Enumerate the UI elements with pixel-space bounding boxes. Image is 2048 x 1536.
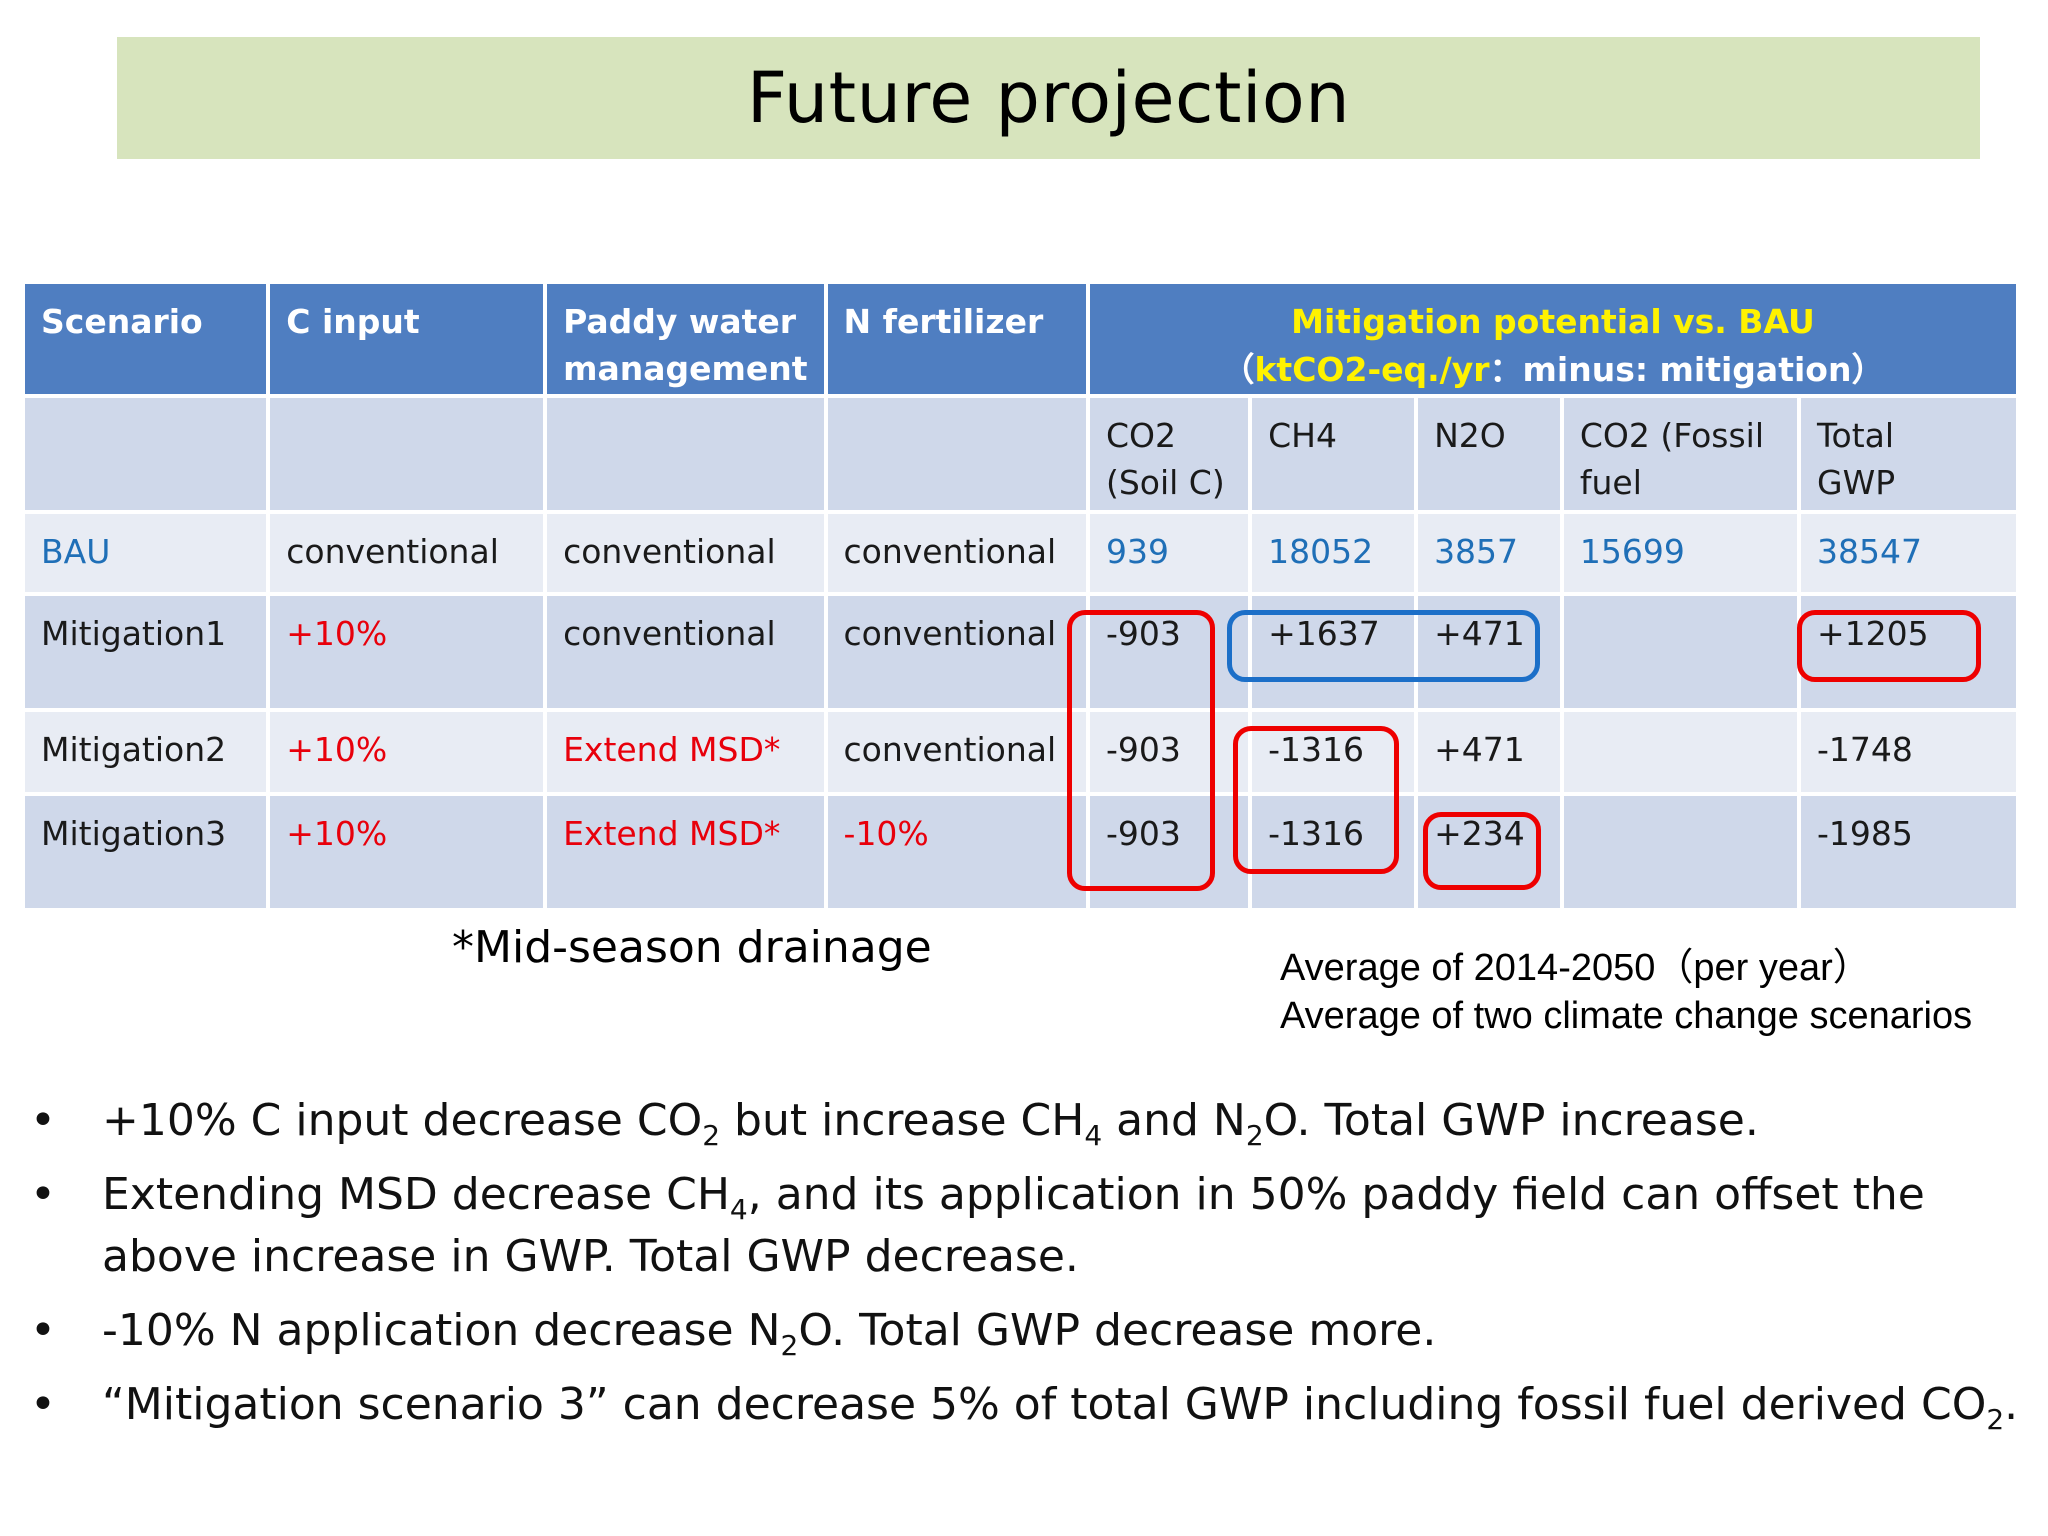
bullet-text: , and its application in 50% paddy field… <box>102 1169 1925 1282</box>
cell-co2: 939 <box>1089 514 1249 592</box>
cell-ch4: 18052 <box>1252 514 1415 592</box>
cell-n-fert: -10% <box>827 796 1086 908</box>
subscript: 4 <box>1084 1119 1103 1152</box>
bullet-text: . <box>2004 1379 2019 1430</box>
bullet-item: • Extending MSD decrease CH4, and its app… <box>30 1164 2020 1288</box>
cell-c-input: +10% <box>270 596 544 708</box>
bullet-text: “Mitigation scenario 3” can decrease 5% … <box>102 1379 1987 1430</box>
bullet-text: +10% C input decrease CO <box>102 1095 703 1146</box>
cell-c-input: conventional <box>270 514 544 592</box>
bullet-text: and N <box>1102 1095 1246 1146</box>
bullet-item: • +10% C input decrease CO2 but increase … <box>30 1090 2020 1152</box>
subheader-co2: CO2 (Soil C) <box>1089 398 1249 510</box>
cell-c-input: +10% <box>270 712 544 792</box>
average-note-line2: Average of two climate change scenarios <box>1280 995 1973 1037</box>
header-mitigation-rest: ：minus: mitigation） <box>1489 350 1885 389</box>
header-c-input: C input <box>270 284 544 394</box>
subheader-row: CO2 (Soil C) CH4 N2O CO2 (Fossil fuel Tota… <box>25 398 2016 510</box>
cell-n2o: +471 <box>1418 712 1560 792</box>
header-scenario: Scenario <box>25 284 267 394</box>
projection-table: Scenario C input Paddy water management N… <box>21 280 2020 912</box>
cell-n2o: +471 <box>1418 596 1560 708</box>
subheader-total-line1: Total <box>1817 416 1895 455</box>
cell-total: 38547 <box>1801 514 2016 592</box>
cell-scenario: BAU <box>25 514 267 592</box>
cell-fossil <box>1563 796 1797 908</box>
table-row-mitigation3: Mitigation3 +10% Extend MSD* -10% -903 -… <box>25 796 2016 908</box>
subheader-co2-line1: CO2 <box>1105 416 1176 455</box>
average-note: Average of 2014-2050（per year） Average o… <box>1280 944 1972 1040</box>
cell-fossil <box>1563 712 1797 792</box>
cell-ch4: -1316 <box>1252 712 1415 792</box>
cell-paddy: conventional <box>547 514 824 592</box>
page-title: Future projection <box>746 57 1351 139</box>
subheader-ch4: CH4 <box>1252 398 1415 510</box>
cell-n2o: +234 <box>1418 796 1560 908</box>
subheader-fossil-line2: fuel <box>1579 463 1642 502</box>
bullet-item: • “Mitigation scenario 3” can decrease 5%… <box>30 1374 2020 1436</box>
table-row-mitigation2: Mitigation2 +10% Extend MSD* conventiona… <box>25 712 2016 792</box>
cell-c-input: +10% <box>270 796 544 908</box>
footnote-msd: *Mid-season drainage <box>452 922 932 973</box>
average-note-line1: Average of 2014-2050（per year） <box>1280 947 1871 989</box>
cell-ch4: -1316 <box>1252 796 1415 908</box>
subheader-n2o: N2O <box>1418 398 1560 510</box>
header-mitigation-unit: ktCO2-eq./yr <box>1254 350 1490 389</box>
subheader-total-line2: GWP <box>1817 463 1896 502</box>
subscript: 2 <box>1986 1403 2005 1436</box>
subscript: 2 <box>702 1119 721 1152</box>
subheader-co2-line2: (Soil C) <box>1105 463 1225 502</box>
cell-n-fert: conventional <box>827 596 1086 708</box>
header-n-fertilizer: N fertilizer <box>827 284 1086 394</box>
header-row: Scenario C input Paddy water management N… <box>25 284 2016 394</box>
subscript: 2 <box>780 1329 799 1362</box>
table-row-mitigation1: Mitigation1 +10% conventional convention… <box>25 596 2016 708</box>
bullet-text: O. Total GWP decrease more. <box>798 1305 1437 1356</box>
cell-total: +1205 <box>1801 596 2016 708</box>
bullet-dot: • <box>30 1379 56 1430</box>
cell-fossil <box>1563 596 1797 708</box>
bullet-text: Extending MSD decrease CH <box>102 1169 730 1220</box>
cell-scenario: Mitigation3 <box>25 796 267 908</box>
cell-n-fert: conventional <box>827 712 1086 792</box>
bullet-dot: • <box>30 1095 56 1146</box>
cell-paddy: Extend MSD* <box>547 712 824 792</box>
cell-scenario: Mitigation2 <box>25 712 267 792</box>
cell-n-fert: conventional <box>827 514 1086 592</box>
header-mitigation-line1: Mitigation potential vs. BAU <box>1291 302 1815 341</box>
bullet-text: O. Total GWP increase. <box>1263 1095 1759 1146</box>
bullet-item: • -10% N application decrease N2O. Total … <box>30 1300 2020 1362</box>
bullet-dot: • <box>30 1169 56 1220</box>
cell-co2: -903 <box>1089 596 1249 708</box>
subheader-fossil-line1: CO2 (Fossil <box>1579 416 1764 455</box>
header-paddy: Paddy water management <box>547 284 824 394</box>
subscript: 2 <box>1245 1119 1264 1152</box>
header-paddy-line1: Paddy water <box>563 302 797 341</box>
header-paddy-line2: management <box>563 349 808 388</box>
cell-fossil: 15699 <box>1563 514 1797 592</box>
subheader-fossil: CO2 (Fossil fuel <box>1563 398 1797 510</box>
subscript: 4 <box>729 1193 748 1226</box>
bullet-dot: • <box>30 1305 56 1356</box>
bullet-text: but increase CH <box>720 1095 1085 1146</box>
cell-co2: -903 <box>1089 712 1249 792</box>
cell-paddy: Extend MSD* <box>547 796 824 908</box>
cell-co2: -903 <box>1089 796 1249 908</box>
subheader-total: Total GWP <box>1801 398 2016 510</box>
bullet-text: -10% N application decrease N <box>102 1305 781 1356</box>
cell-scenario: Mitigation1 <box>25 596 267 708</box>
header-mitigation-open: （ <box>1221 350 1255 389</box>
cell-ch4: +1637 <box>1252 596 1415 708</box>
cell-n2o: 3857 <box>1418 514 1560 592</box>
cell-total: -1985 <box>1801 796 2016 908</box>
table-row-bau: BAU conventional conventional convention… <box>25 514 2016 592</box>
header-mitigation: Mitigation potential vs. BAU （ktCO2-eq./y… <box>1089 284 2016 394</box>
summary-bullets: • +10% C input decrease CO2 but increase … <box>30 1090 2020 1448</box>
title-banner: Future projection <box>117 37 1980 159</box>
cell-paddy: conventional <box>547 596 824 708</box>
cell-total: -1748 <box>1801 712 2016 792</box>
